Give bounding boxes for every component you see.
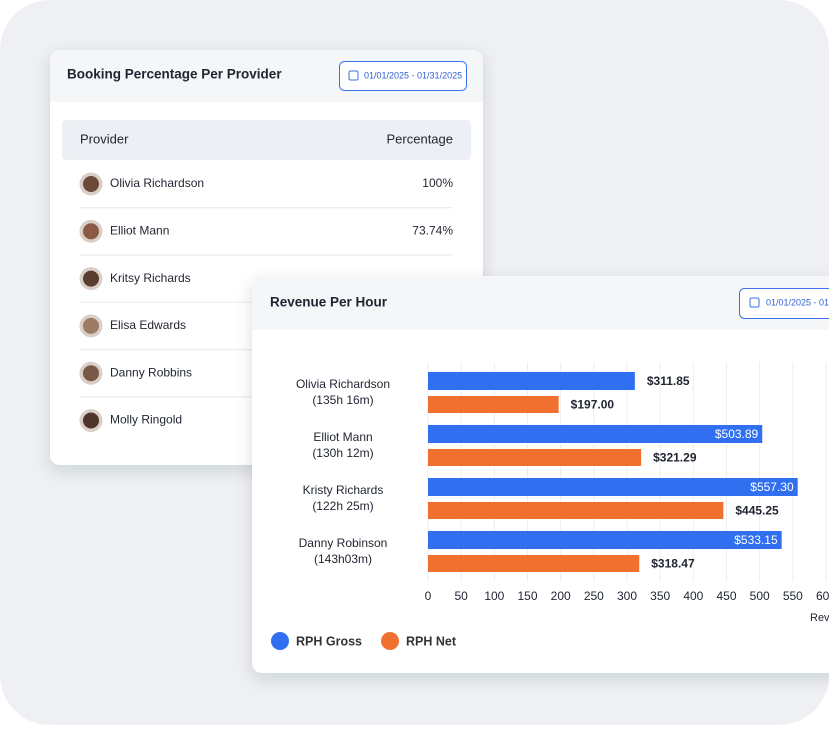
legend-label: RPH Net [406, 634, 457, 648]
legend-swatch [381, 632, 399, 650]
category-label: Kristy Richards [303, 483, 384, 497]
bar [428, 396, 559, 413]
value-label: $503.89 [715, 427, 759, 441]
provider-name: Elisa Edwards [110, 318, 186, 332]
avatar-face [83, 271, 99, 287]
x-tick-label: 250 [584, 589, 604, 603]
revenue-card: Revenue Per Hour 01/01/2025 - 01/31/2025… [252, 276, 829, 673]
category-label: Elliot Mann [313, 430, 372, 444]
value-label: $533.15 [734, 533, 778, 547]
percentage: 73.74% [412, 223, 453, 237]
bar [428, 555, 639, 572]
x-tick-label: 0 [425, 589, 432, 603]
column-header: Percentage [387, 131, 454, 146]
bar [428, 372, 635, 390]
category-label: Danny Robinson [299, 536, 388, 550]
provider-name: Danny Robbins [110, 365, 192, 379]
x-tick-label: 100 [484, 589, 504, 603]
x-tick-label: 300 [617, 589, 637, 603]
card-bg [252, 276, 829, 673]
avatar-face [83, 365, 99, 381]
x-tick-label: 450 [716, 589, 736, 603]
value-label: $197.00 [571, 398, 615, 412]
value-label: $311.85 [647, 374, 690, 388]
value-label: $557.30 [750, 480, 794, 494]
category-label: Olivia Richardson [296, 377, 390, 391]
provider-name: Molly Ringold [110, 413, 182, 427]
category-label: (122h 25m) [312, 499, 373, 513]
bar [428, 425, 762, 443]
card-title: Revenue Per Hour [270, 295, 388, 310]
category-label: (130h 12m) [312, 446, 373, 460]
x-tick-label: 200 [551, 589, 571, 603]
value-label: $318.47 [651, 557, 695, 571]
bar [428, 478, 798, 496]
value-label: $321.29 [653, 451, 697, 465]
bar [428, 531, 782, 549]
avatar-face [83, 318, 99, 334]
x-axis-label: Revenue [810, 612, 829, 624]
x-tick-label: 550 [783, 589, 803, 603]
card-title: Booking Percentage Per Provider [67, 67, 282, 82]
category-label: (135h 16m) [312, 393, 373, 407]
provider-name: Olivia Richardson [110, 176, 204, 190]
category-label: (143h03m) [314, 552, 372, 566]
x-tick-label: 500 [750, 589, 770, 603]
x-tick-label: 600 [816, 589, 829, 603]
column-header: Provider [80, 131, 129, 146]
date-range: 01/01/2025 - 01/31/2025 [364, 70, 462, 80]
x-tick-label: 150 [517, 589, 537, 603]
legend-swatch [271, 632, 289, 650]
legend-label: RPH Gross [296, 634, 362, 648]
provider-name: Elliot Mann [110, 223, 169, 237]
x-tick-label: 350 [650, 589, 670, 603]
bar [428, 449, 641, 466]
date-range: 01/01/2025 - 01/31/2025 [766, 297, 829, 307]
value-label: $445.25 [735, 504, 779, 518]
avatar-face [83, 223, 99, 239]
provider-name: Kritsy Richards [110, 271, 191, 285]
x-tick-label: 50 [454, 589, 468, 603]
avatar-face [83, 413, 99, 429]
avatar-face [83, 176, 99, 192]
bar [428, 502, 723, 519]
x-tick-label: 400 [683, 589, 703, 603]
percentage: 100% [422, 176, 453, 190]
